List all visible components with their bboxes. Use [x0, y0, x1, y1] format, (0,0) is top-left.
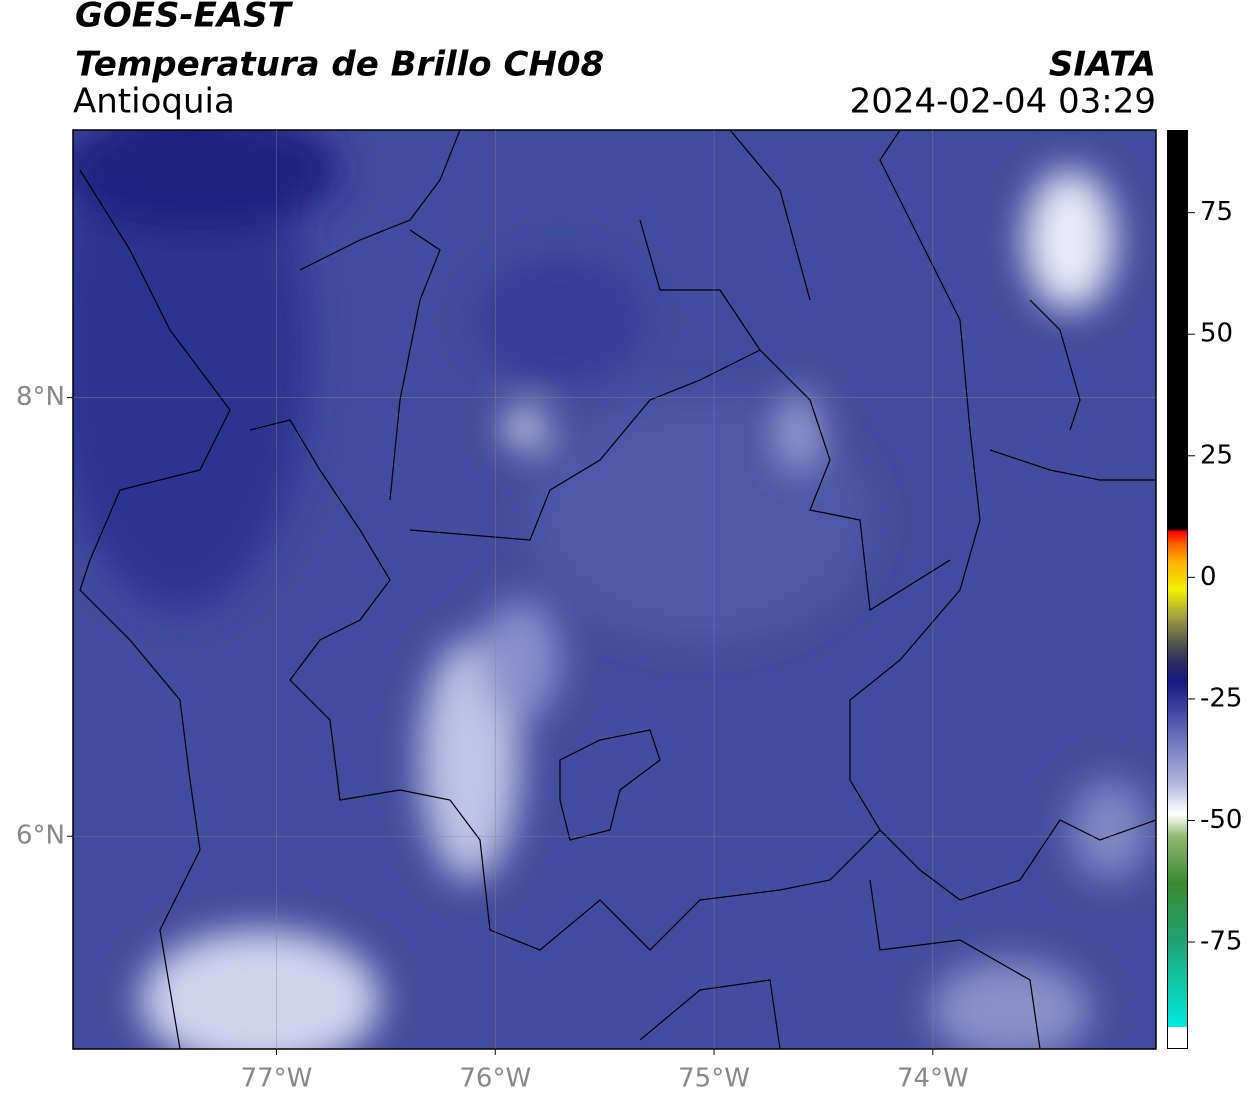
colorbar-tick-label: -25	[1200, 683, 1242, 713]
map-image	[73, 130, 1156, 1049]
y-tick-label: 6°N	[16, 821, 65, 851]
x-tick-label: 76°W	[459, 1064, 531, 1094]
datetime: 2024-02-04 03:29	[850, 82, 1156, 122]
x-tick-label: 74°W	[897, 1064, 969, 1094]
map-frame	[72, 129, 1157, 1050]
y-tick-label: 8°N	[16, 382, 65, 412]
x-tick-label: 77°W	[241, 1064, 313, 1094]
title: GOES-EAST	[75, 0, 294, 36]
colorbar	[1167, 130, 1188, 1049]
colorbar-tick-label: -75	[1200, 927, 1242, 957]
colorbar-tick-label: -50	[1200, 805, 1242, 835]
colorbar-tick-label: 75	[1200, 197, 1233, 227]
colorbar-tick-label: 50	[1200, 319, 1233, 349]
subtitle: Temperatura de Brillo CH08	[75, 45, 604, 85]
colorbar-tick-label: 0	[1200, 562, 1217, 592]
colorbar-tick-label: 25	[1200, 440, 1233, 470]
source: SIATA	[1049, 45, 1156, 85]
x-tick-label: 75°W	[678, 1064, 750, 1094]
region: Antioquia	[73, 82, 235, 122]
